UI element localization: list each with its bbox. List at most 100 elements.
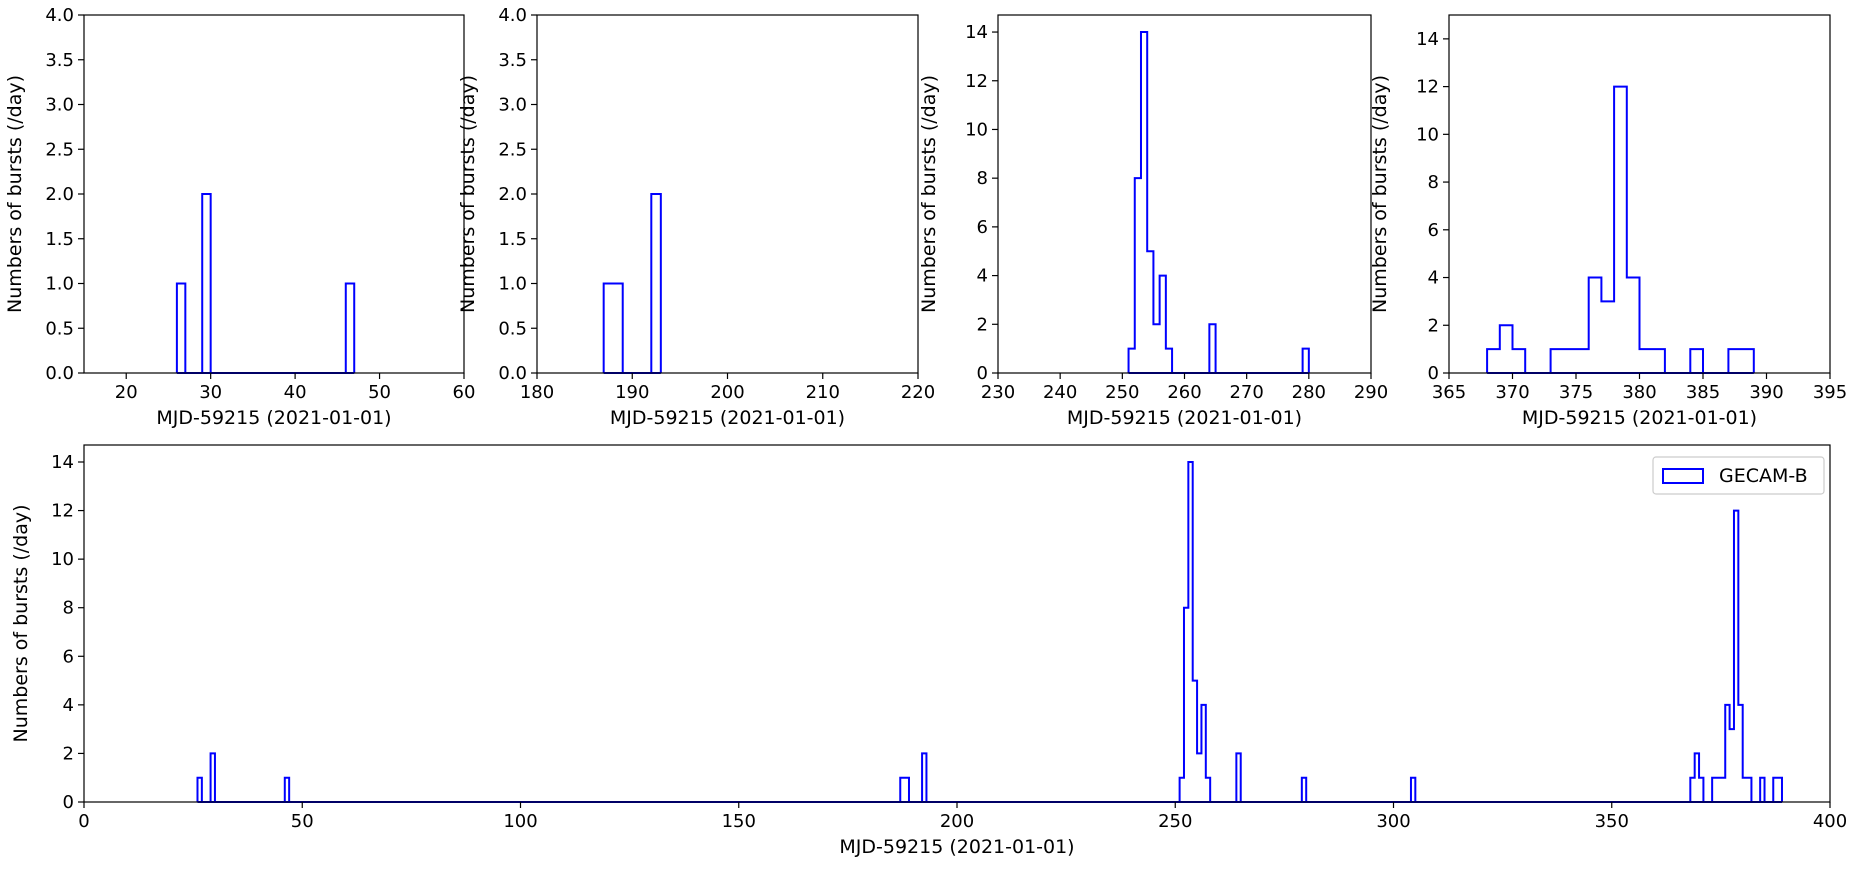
y-tick-label: 8	[977, 168, 988, 189]
legend-swatch	[1662, 468, 1704, 484]
y-tick-label: 4	[63, 695, 74, 716]
chart-panel-5: 0 50 100 150 200 250 300 350 400 0 2 4 6 8 10 12 14 MJD-5…	[10, 444, 1847, 858]
y-tick-label: 10	[965, 119, 988, 140]
y-tick-label: 10	[51, 549, 74, 570]
x-tick-label: 50	[368, 382, 391, 403]
y-axis-label: Numbers of bursts (/day)	[457, 75, 479, 313]
y-tick-label: 12	[965, 71, 988, 92]
x-tick-label: 260	[1167, 382, 1201, 403]
y-tick-label: 2.5	[45, 139, 74, 160]
y-tick-label: 1.0	[45, 274, 74, 295]
axes-frame	[997, 14, 1372, 374]
x-tick-label: 400	[1813, 811, 1847, 832]
legend: GECAM-B	[1652, 456, 1825, 495]
y-tick-label: 0.0	[498, 363, 527, 384]
y-tick-label: 1.5	[498, 229, 527, 250]
x-tick-label: 200	[940, 811, 974, 832]
histogram-series	[1127, 31, 1310, 373]
y-tick-label: 0.5	[45, 318, 74, 339]
x-axis-label: MJD-59215 (2021-01-01)	[156, 407, 391, 429]
y-tick-label: 6	[63, 646, 74, 667]
x-axis-label: MJD-59215 (2021-01-01)	[839, 836, 1074, 858]
y-tick-label: 4.0	[45, 5, 74, 26]
y-tick-label: 14	[51, 452, 74, 473]
x-tick-label: 30	[199, 382, 222, 403]
y-tick-label: 0	[977, 363, 988, 384]
y-tick-label: 1.5	[45, 229, 74, 250]
x-tick-label: 385	[1686, 382, 1720, 403]
y-tick-label: 2	[977, 314, 988, 335]
y-tick-label: 14	[965, 22, 988, 43]
x-tick-label: 350	[1595, 811, 1629, 832]
x-tick-label: 250	[1105, 382, 1139, 403]
y-tick-label: 2.5	[498, 139, 527, 160]
x-tick-label: 0	[78, 811, 89, 832]
axes-frame	[536, 14, 919, 374]
x-tick-label: 230	[981, 382, 1015, 403]
histogram-series	[1486, 85, 1755, 373]
y-tick-label: 10	[1416, 124, 1439, 145]
y-tick-label: 2	[1428, 315, 1439, 336]
y-tick-label: 8	[1428, 172, 1439, 193]
y-tick-label: 2.0	[45, 184, 74, 205]
y-tick-label: 3.5	[498, 50, 527, 71]
y-axis-label: Numbers of bursts (/day)	[4, 75, 26, 313]
x-tick-label: 150	[722, 811, 756, 832]
x-tick-label: 100	[503, 811, 537, 832]
y-tick-label: 2.0	[498, 184, 527, 205]
y-tick-label: 0.0	[45, 363, 74, 384]
y-axis-label: Numbers of bursts (/day)	[10, 505, 32, 743]
y-tick-label: 14	[1416, 29, 1439, 50]
x-tick-label: 180	[520, 382, 554, 403]
y-tick-label: 3.0	[45, 95, 74, 116]
y-tick-label: 1.0	[498, 274, 527, 295]
y-tick-label: 3.0	[498, 95, 527, 116]
x-tick-label: 220	[901, 382, 935, 403]
y-tick-label: 2	[63, 743, 74, 764]
y-tick-label: 8	[63, 598, 74, 619]
x-tick-label: 380	[1622, 382, 1656, 403]
x-tick-label: 20	[115, 382, 138, 403]
x-tick-label: 250	[1158, 811, 1192, 832]
chart-panel-3: 230 240 250 260 270 280 290 0 2 4 6 8 10 12 14 MJD-5921…	[918, 14, 1388, 429]
x-tick-label: 240	[1043, 382, 1077, 403]
y-tick-label: 4	[1428, 268, 1439, 289]
y-tick-label: 6	[1428, 220, 1439, 241]
x-tick-label: 270	[1229, 382, 1263, 403]
x-tick-label: 190	[615, 382, 649, 403]
x-tick-label: 300	[1376, 811, 1410, 832]
x-tick-label: 40	[284, 382, 307, 403]
y-axis-label: Numbers of bursts (/day)	[1369, 75, 1391, 313]
x-tick-label: 50	[291, 811, 314, 832]
y-axis-label: Numbers of bursts (/day)	[918, 75, 940, 313]
y-tick-label: 12	[51, 501, 74, 522]
x-tick-label: 375	[1559, 382, 1593, 403]
x-tick-label: 210	[806, 382, 840, 403]
y-tick-label: 0.5	[498, 318, 527, 339]
histogram-series	[196, 461, 1783, 802]
x-axis-label: MJD-59215 (2021-01-01)	[610, 407, 845, 429]
x-tick-label: 365	[1432, 382, 1466, 403]
histogram-series	[602, 193, 662, 373]
y-tick-label: 4.0	[498, 5, 527, 26]
axes-frame	[83, 14, 465, 374]
x-tick-label: 290	[1354, 382, 1388, 403]
x-tick-label: 280	[1292, 382, 1326, 403]
y-tick-label: 0	[1428, 363, 1439, 384]
chart-panel-4: 365 370 375 380 385 390 395 0 2 4 6 8 10 12 14 MJD-5921…	[1369, 14, 1847, 429]
x-tick-label: 200	[710, 382, 744, 403]
histogram-series	[175, 193, 356, 373]
x-tick-label: 395	[1813, 382, 1847, 403]
y-tick-label: 4	[977, 266, 988, 287]
chart-panel-1: 20 30 40 50 60 0.0 0.5 1.0 1.5 2.0 2.5 3.0 3.5 4.0 MJD…	[4, 5, 475, 429]
y-tick-label: 0	[63, 792, 74, 813]
axes-frame	[83, 444, 1831, 803]
chart-panel-2: 180 190 200 210 220 0.0 0.5 1.0 1.5 2.0 2.5 3.0 3.5 4…	[457, 5, 935, 429]
x-axis-label: MJD-59215 (2021-01-01)	[1522, 407, 1757, 429]
x-axis-label: MJD-59215 (2021-01-01)	[1067, 407, 1302, 429]
x-tick-label: 390	[1749, 382, 1783, 403]
y-tick-label: 3.5	[45, 50, 74, 71]
x-tick-label: 60	[453, 382, 476, 403]
x-tick-label: 370	[1495, 382, 1529, 403]
